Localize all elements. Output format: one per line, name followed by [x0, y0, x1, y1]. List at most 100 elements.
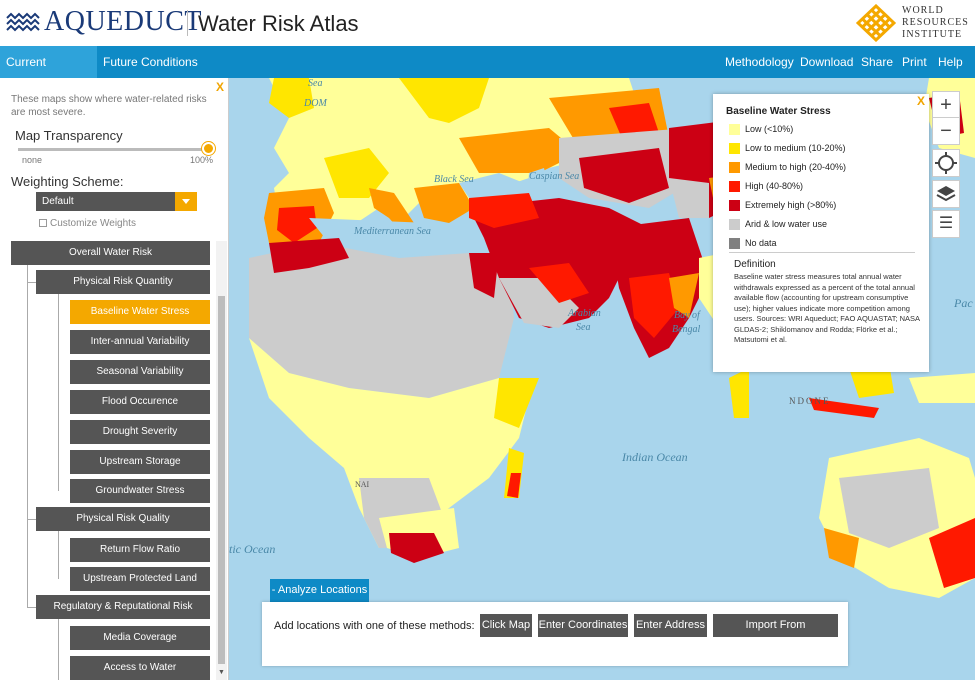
label-sea-top: Sea [308, 78, 323, 89]
customize-weights-label: Customize Weights [50, 218, 136, 229]
region-tibet-arid [669, 178, 709, 218]
weighting-label: Weighting Scheme: [11, 174, 124, 189]
wri-lattice-icon[interactable] [856, 4, 896, 42]
tree-item-upstream-protected-land[interactable]: Upstream Protected Land [70, 567, 210, 591]
sidebar-scrollbar[interactable]: ▼ [216, 241, 227, 680]
label-caspian-sea: Caspian Sea [529, 171, 580, 182]
nav-link-download[interactable]: Download [800, 55, 854, 69]
region-java [809, 398, 879, 418]
tree-item-access-to-water[interactable]: Access to Water [70, 656, 210, 680]
transparency-slider-track[interactable] [18, 148, 208, 151]
legend-item-label: Medium to high (20-40%) [745, 162, 847, 172]
chevron-down-icon[interactable] [175, 192, 197, 211]
tree-line [27, 607, 36, 608]
region-papua [909, 373, 975, 403]
region-madagascar-red [507, 473, 521, 498]
region-south-africa-red [389, 533, 444, 563]
legend-swatch [729, 181, 740, 192]
tab-current-conditions[interactable]: Current Conditions [0, 46, 97, 101]
transparency-slider-thumb[interactable] [202, 142, 215, 155]
region-australia-sw [824, 528, 859, 568]
label-bay-bengal-2: Bengal [672, 324, 701, 335]
tree-item-return-flow-ratio[interactable]: Return Flow Ratio [70, 538, 210, 562]
transparency-label: Map Transparency [15, 128, 123, 143]
region-arabia-red [529, 263, 589, 303]
tab-future-conditions[interactable]: Future Conditions [103, 55, 198, 69]
label-namibia: NAI [355, 480, 370, 489]
tree-line [27, 265, 28, 607]
click-map-button[interactable]: Click Map [480, 614, 532, 637]
enter-coordinates-button[interactable]: Enter Coordinates [538, 614, 628, 637]
customize-weights-checkbox[interactable] [39, 219, 47, 228]
legend-swatch [729, 124, 740, 135]
region-north-africa [249, 243, 514, 398]
nav-link-help[interactable]: Help [938, 55, 963, 69]
label-indonesia: NDONE [789, 396, 831, 406]
analyze-prompt: Add locations with one of these methods: [274, 620, 475, 632]
sidebar-close-button[interactable]: X [216, 80, 225, 94]
label-dom: DOM [304, 98, 327, 109]
legend-close-button[interactable]: X [917, 94, 926, 108]
zoom-out-icon[interactable]: − [932, 117, 960, 145]
import-spreadsheet-button[interactable]: Import From Spreadsheet [713, 614, 838, 654]
weighting-select-value: Default [42, 196, 74, 207]
region-horn-africa [494, 378, 539, 428]
analyze-locations-tab[interactable]: - Analyze Locations [270, 579, 369, 602]
tree-overall-water-risk[interactable]: Overall Water Risk [11, 241, 210, 265]
legend-title: Baseline Water Stress [726, 106, 831, 117]
tree-item-drought-severity[interactable]: Drought Severity [70, 420, 210, 444]
locate-icon[interactable] [932, 149, 960, 177]
weighting-select[interactable]: Default [36, 192, 197, 211]
region-france [324, 148, 389, 198]
aqueduct-logo-text[interactable]: AQUEDUCT [44, 6, 202, 37]
enter-address-button[interactable]: Enter Address [634, 614, 707, 637]
layers-icon[interactable] [932, 180, 960, 208]
nav-link-print[interactable]: Print [902, 55, 927, 69]
wri-line-2: RESOURCES [902, 17, 969, 28]
legend-item-label: Low (<10%) [745, 124, 794, 134]
legend-panel: X Baseline Water Stress Low (<10%) Low t… [713, 94, 929, 372]
region-british-isles [269, 78, 314, 118]
scroll-down-icon[interactable]: ▼ [218, 669, 225, 676]
wri-line-3: INSTITUTE [902, 29, 963, 40]
legend-swatch [729, 238, 740, 249]
waves-icon [6, 12, 40, 32]
label-bay-bengal-1: Bay of [674, 310, 700, 321]
zoom-in-icon[interactable]: + [932, 91, 960, 119]
legend-divider [729, 252, 915, 253]
main-nav: Current Conditions Future Conditions Met… [0, 46, 975, 101]
tree-line [58, 531, 59, 579]
sidebar-intro: These maps show where water-related risk… [11, 94, 207, 118]
region-turkey [469, 193, 539, 228]
sidebar-scrollbar-thumb[interactable] [218, 296, 225, 664]
header-divider [187, 10, 188, 36]
slider-max-label: 100% [190, 155, 214, 165]
sidebar-panel: X These maps show where water-related ri… [0, 78, 229, 680]
tree-line [58, 619, 59, 680]
tree-item-upstream-storage[interactable]: Upstream Storage [70, 450, 210, 474]
tree-item-seasonal-variability[interactable]: Seasonal Variability [70, 360, 210, 384]
region-ukraine [459, 128, 579, 173]
tree-item-inter-annual-variability[interactable]: Inter-annual Variability [70, 330, 210, 354]
analyze-locations-panel: Add locations with one of these methods:… [262, 602, 848, 666]
customize-weights[interactable]: Customize Weights [39, 218, 136, 229]
tree-item-flood-occurence[interactable]: Flood Occurence [70, 390, 210, 414]
nav-link-share[interactable]: Share [861, 55, 894, 69]
label-atlantic-ocean: tic Ocean [229, 542, 276, 556]
region-indonesia [729, 368, 749, 418]
tree-physical-risk-quality[interactable]: Physical Risk Quality [36, 507, 210, 531]
region-spain-red [277, 206, 317, 243]
region-central-asia-red [579, 148, 669, 203]
nav-link-methodology[interactable]: Methodology [725, 55, 794, 69]
region-australia-se-red [929, 518, 975, 588]
list-icon[interactable]: ☰ [932, 210, 960, 238]
tree-item-media-coverage[interactable]: Media Coverage [70, 626, 210, 650]
tree-regulatory-reputational-risk[interactable]: Regulatory & Reputational Risk [36, 595, 210, 619]
region-india-orange [629, 273, 679, 338]
tree-physical-risk-quantity[interactable]: Physical Risk Quantity [36, 270, 210, 294]
tree-item-groundwater-stress[interactable]: Groundwater Stress [70, 479, 210, 503]
tree-item-baseline-water-stress[interactable]: Baseline Water Stress [70, 300, 210, 324]
layers-icon-graphic [936, 186, 956, 202]
wri-logo-text: WORLD RESOURCES INSTITUTE [902, 5, 969, 41]
legend-item-label: Low to medium (10-20%) [745, 143, 846, 153]
